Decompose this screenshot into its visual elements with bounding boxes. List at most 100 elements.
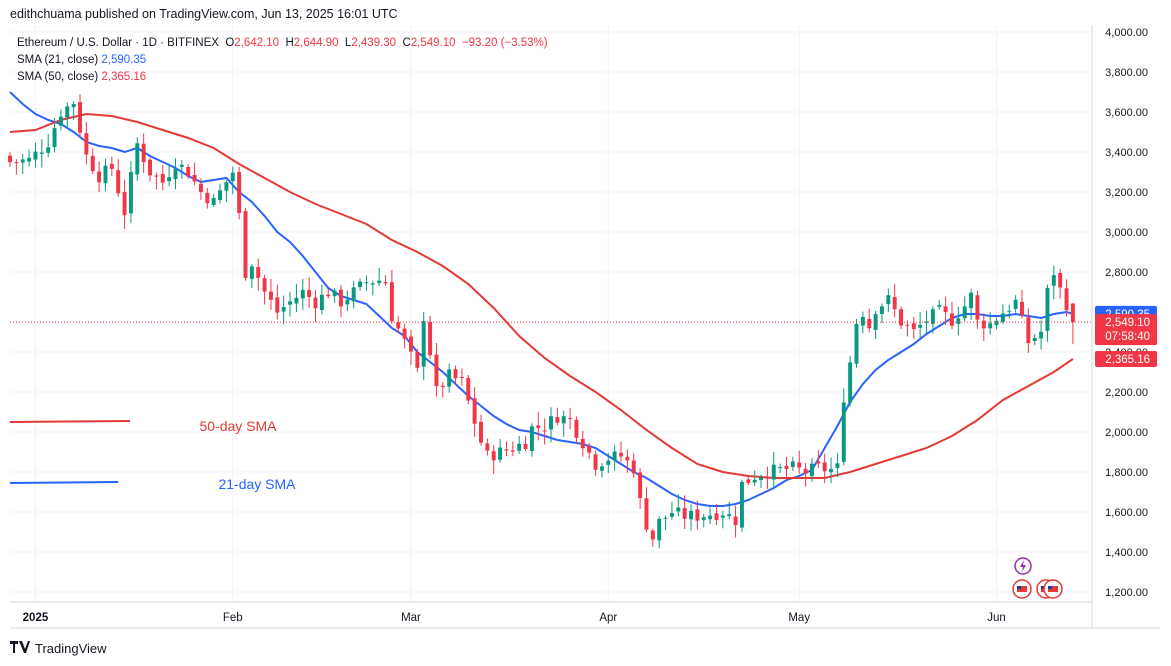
- candle-body: [141, 143, 146, 162]
- tradingview-logo-icon: [10, 640, 30, 656]
- candle-body: [523, 443, 528, 449]
- candle-body: [377, 280, 382, 284]
- candle-body: [338, 289, 343, 307]
- candle-body: [8, 155, 12, 163]
- high-label: H: [285, 37, 294, 49]
- time-tick-label: May: [788, 612, 810, 624]
- candle-body: [440, 385, 445, 388]
- price-tick-label: 3,400.00: [1105, 147, 1148, 159]
- candle-body: [65, 106, 70, 118]
- candle-body: [1070, 303, 1075, 323]
- price-tick-label: 1,200.00: [1105, 587, 1148, 599]
- candle-body: [765, 477, 770, 479]
- sma50-value: 2,365.16: [101, 71, 147, 83]
- candle-body: [453, 369, 458, 379]
- candle-body: [650, 530, 655, 540]
- price-tick-label: 1,400.00: [1105, 547, 1148, 559]
- candle-body: [1000, 313, 1005, 323]
- candle-body: [549, 416, 553, 430]
- candlestick-series: [8, 94, 1075, 549]
- candle-body: [669, 512, 674, 517]
- candle-body: [364, 282, 369, 284]
- candle-body: [561, 416, 566, 424]
- candle-body: [205, 192, 210, 204]
- countdown-tag: 07:58:40: [1105, 331, 1150, 343]
- change-value: −93.20 (−3.53%): [461, 37, 548, 49]
- candle-body: [148, 159, 152, 176]
- candle-body: [841, 402, 846, 462]
- low-value: 2,439.30: [351, 37, 397, 49]
- sma50-legend-segment: [9, 420, 131, 423]
- candle-body: [281, 307, 286, 312]
- candle-body: [294, 297, 299, 304]
- open-value: 2,642.10: [234, 37, 280, 49]
- candle-body: [676, 507, 681, 512]
- candle-body: [428, 321, 433, 356]
- candle-body: [574, 419, 579, 438]
- candle-body: [701, 517, 706, 520]
- candle-body: [536, 425, 541, 428]
- candle-body: [498, 447, 503, 460]
- candle-body: [784, 465, 789, 469]
- lightning-glyph-icon: [1020, 560, 1026, 572]
- sma50-price-tag: 2,365.16: [1105, 354, 1150, 366]
- candle-body: [975, 295, 980, 320]
- candle-body: [733, 516, 738, 526]
- candle-body: [466, 378, 471, 401]
- candle-body: [555, 417, 560, 423]
- sma50-line: [9, 112, 1074, 479]
- candle-body: [1032, 337, 1037, 342]
- candle-body: [504, 449, 509, 451]
- candle-body: [580, 439, 585, 449]
- candle-body: [835, 463, 840, 468]
- price-tick-label: 3,200.00: [1105, 187, 1148, 199]
- open-label: O: [225, 37, 235, 49]
- candle-body: [326, 294, 331, 297]
- candle-body: [918, 324, 923, 328]
- candle-body: [752, 479, 757, 483]
- candle-body: [256, 267, 261, 278]
- candle-body: [981, 320, 986, 329]
- candle-body: [97, 171, 102, 183]
- tradingview-brand[interactable]: TradingView: [10, 640, 107, 656]
- candle-body: [389, 282, 394, 322]
- candle-body: [619, 452, 623, 457]
- time-tick-label: 2025: [23, 612, 49, 624]
- candle-body: [612, 451, 617, 460]
- candle-body: [879, 306, 884, 314]
- candle-body: [816, 461, 821, 464]
- candle-body: [33, 151, 38, 160]
- close-label: C: [402, 37, 411, 49]
- candle-body: [1051, 275, 1056, 286]
- candle-body: [962, 306, 967, 319]
- candle-body: [415, 352, 420, 368]
- chart-legend: Ethereum / U.S. Dollar · 1D · BITFINEX O…: [17, 35, 548, 86]
- candle-body: [924, 321, 929, 324]
- candle-body: [695, 509, 700, 521]
- candle-body: [288, 301, 293, 305]
- sma21-value: 2,590.35: [101, 54, 147, 66]
- candle-body: [689, 510, 693, 520]
- candle-body: [370, 283, 375, 285]
- candle-body: [956, 318, 961, 324]
- candle-body: [154, 175, 159, 177]
- time-tick-label: Feb: [223, 612, 243, 624]
- sma-lines: [9, 91, 1074, 507]
- candle-body: [873, 314, 878, 330]
- candle-body: [472, 398, 477, 424]
- last-price-tag: 2,549.10: [1105, 317, 1150, 329]
- close-value: 2,549.10: [410, 37, 456, 49]
- candle-body: [822, 462, 827, 472]
- price-tick-label: 2,200.00: [1105, 387, 1148, 399]
- candle-body: [593, 454, 598, 470]
- price-tick-label: 2,800.00: [1105, 267, 1148, 279]
- candle-body: [479, 421, 483, 443]
- candle-body: [211, 197, 216, 205]
- candle-body: [116, 170, 121, 194]
- candle-body: [198, 183, 203, 193]
- candle-body: [1026, 317, 1031, 344]
- candle-body: [351, 287, 356, 302]
- sma50-label: SMA (50, close): [17, 71, 99, 83]
